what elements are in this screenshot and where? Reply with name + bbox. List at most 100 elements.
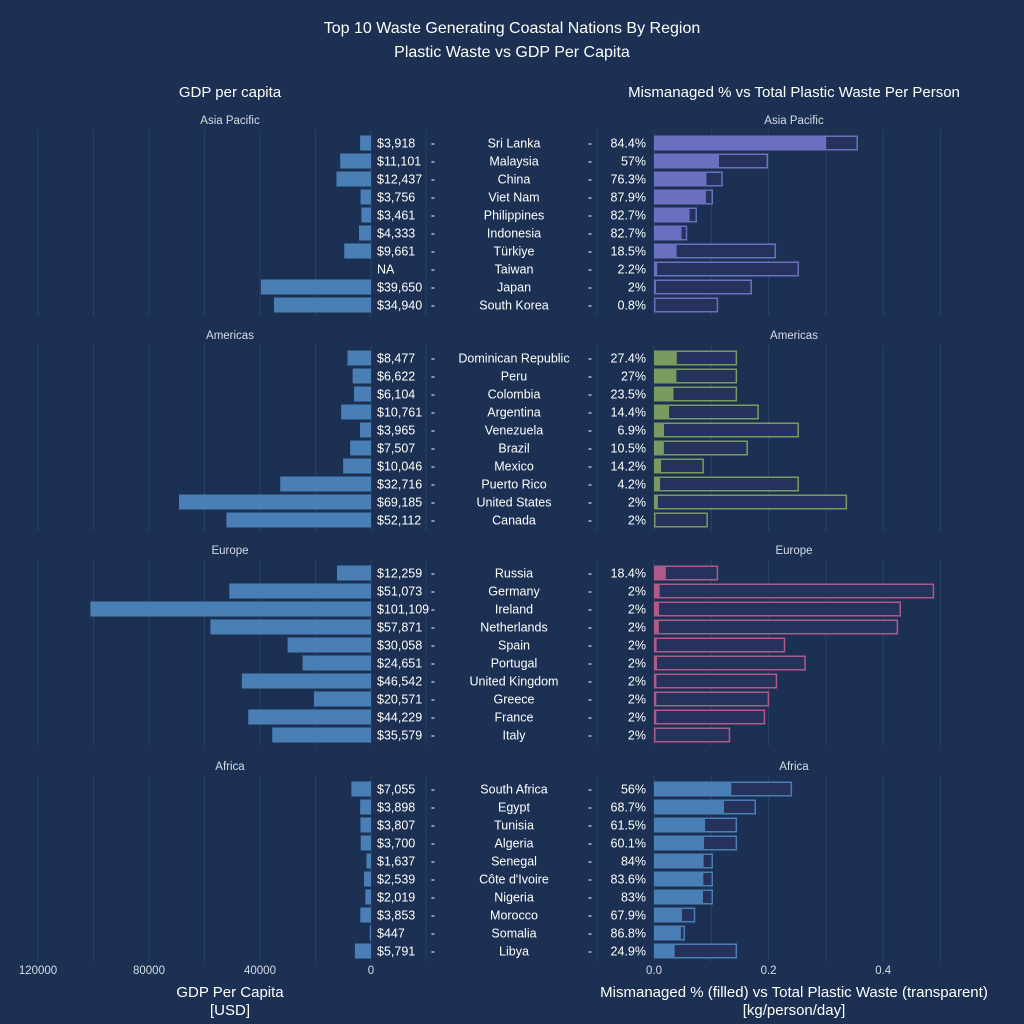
gdp-label: $3,918: [377, 137, 415, 151]
country-label: South Africa: [480, 783, 547, 797]
country-label: France: [495, 711, 534, 725]
tick-dash: -: [588, 585, 592, 599]
mismanaged-pct-label: 10.5%: [611, 442, 646, 456]
gdp-label: $8,477: [377, 352, 415, 366]
right-x-axis-label: Mismanaged % (filled) vs Total Plastic W…: [600, 984, 988, 1001]
total-waste-bar: [654, 297, 719, 313]
gdp-bar: [287, 637, 371, 653]
gdp-label: $3,807: [377, 819, 415, 833]
total-waste-bar: [654, 422, 799, 438]
country-label: Brazil: [498, 442, 529, 456]
gdp-bar: [363, 871, 371, 887]
mismanaged-pct-label: 14.2%: [611, 460, 646, 474]
country-label: Portugal: [491, 657, 538, 671]
gdp-bar: [336, 565, 371, 581]
country-label: Viet Nam: [488, 191, 539, 205]
tick-dash: -: [431, 245, 435, 259]
tick-dash: -: [588, 675, 592, 689]
gdp-label: $51,073: [377, 585, 422, 599]
tick-dash: -: [588, 891, 592, 905]
tick-dash: -: [431, 299, 435, 313]
tick-dash: -: [588, 370, 592, 384]
right-region-label: Africa: [779, 761, 809, 773]
mismanaged-waste-bar: [654, 781, 732, 797]
gdp-label: $10,761: [377, 406, 422, 420]
mismanaged-waste-bar: [654, 799, 725, 815]
gdp-label: $20,571: [377, 693, 422, 707]
tick-dash: -: [431, 891, 435, 905]
tick-dash: -: [588, 514, 592, 528]
gdp-label: $7,055: [377, 783, 415, 797]
right-region-label: Asia Pacific: [764, 115, 824, 127]
mismanaged-waste-bar: [654, 350, 677, 366]
gdp-bar: [360, 907, 371, 923]
total-waste-bar: [654, 512, 708, 528]
gdp-bar: [340, 153, 371, 169]
total-waste-bar: [654, 673, 778, 689]
mismanaged-pct-label: 2%: [628, 603, 646, 617]
tick-dash: -: [431, 837, 435, 851]
gdp-label: $3,965: [377, 424, 415, 438]
gdp-label: $34,940: [377, 299, 422, 313]
mismanaged-pct-label: 2%: [628, 693, 646, 707]
mismanaged-waste-bar: [654, 925, 681, 941]
country-label: Tunisia: [494, 819, 534, 833]
tick-dash: -: [431, 352, 435, 366]
tick-dash: -: [588, 693, 592, 707]
marks: Asia Pacific Asia Pacific $3,918 - Sri Lanka…: [19, 115, 935, 977]
chart-subtitle: Plastic Waste vs GDP Per Capita: [394, 44, 630, 61]
country-label: Ireland: [495, 603, 533, 617]
country-label: Argentina: [487, 406, 541, 420]
tick-dash: -: [431, 819, 435, 833]
gdp-bar: [360, 799, 371, 815]
total-waste-bar: [654, 404, 759, 420]
tick-dash: -: [588, 639, 592, 653]
tick-dash: -: [588, 855, 592, 869]
tick-dash: -: [588, 819, 592, 833]
tick-dash: -: [588, 388, 592, 402]
gdp-bar: [360, 135, 371, 151]
mismanaged-pct-label: 83%: [621, 891, 646, 905]
tick-dash: -: [431, 281, 435, 295]
mismanaged-waste-bar: [654, 153, 719, 169]
gdp-label: $2,019: [377, 891, 415, 905]
tick-dash: -: [588, 621, 592, 635]
gdp-label: $11,101: [377, 155, 421, 169]
tick-dash: -: [588, 729, 592, 743]
mismanaged-waste-bar: [654, 943, 675, 959]
total-waste-bar: [654, 476, 799, 492]
country-label: Malaysia: [489, 155, 538, 169]
mismanaged-pct-label: 2%: [628, 281, 646, 295]
tick-dash: -: [431, 693, 435, 707]
mismanaged-pct-label: 2%: [628, 514, 646, 528]
gdp-bar: [360, 835, 371, 851]
gdp-label: $35,579: [377, 729, 422, 743]
mismanaged-waste-bar: [654, 889, 703, 905]
mismanaged-pct-label: 2%: [628, 657, 646, 671]
mismanaged-waste-bar: [654, 368, 677, 384]
country-label: Peru: [501, 370, 527, 384]
tick-dash: -: [588, 442, 592, 456]
total-waste-bar: [654, 583, 935, 599]
gdp-label: $39,650: [377, 281, 422, 295]
country-label: Somalia: [491, 927, 536, 941]
gdp-bar: [369, 925, 371, 941]
country-label: Canada: [492, 514, 536, 528]
country-label: Italy: [503, 729, 527, 743]
gdp-label: $1,637: [377, 855, 415, 869]
mismanaged-pct-label: 4.2%: [618, 478, 647, 492]
mismanaged-waste-bar: [654, 565, 666, 581]
gdp-label: $3,853: [377, 909, 415, 923]
mismanaged-pct-label: 2%: [628, 639, 646, 653]
mismanaged-pct-label: 83.6%: [611, 873, 646, 887]
left-region-label: Africa: [215, 761, 245, 773]
country-label: Colombia: [488, 388, 541, 402]
gdp-bar: [90, 601, 372, 617]
gdp-label: $12,437: [377, 173, 422, 187]
tick-dash: -: [431, 209, 435, 223]
tick-dash: -: [588, 263, 592, 277]
country-label: Puerto Rico: [481, 478, 546, 492]
tick-dash: -: [431, 567, 435, 581]
country-label: South Korea: [479, 299, 549, 313]
mismanaged-waste-bar: [654, 601, 659, 617]
